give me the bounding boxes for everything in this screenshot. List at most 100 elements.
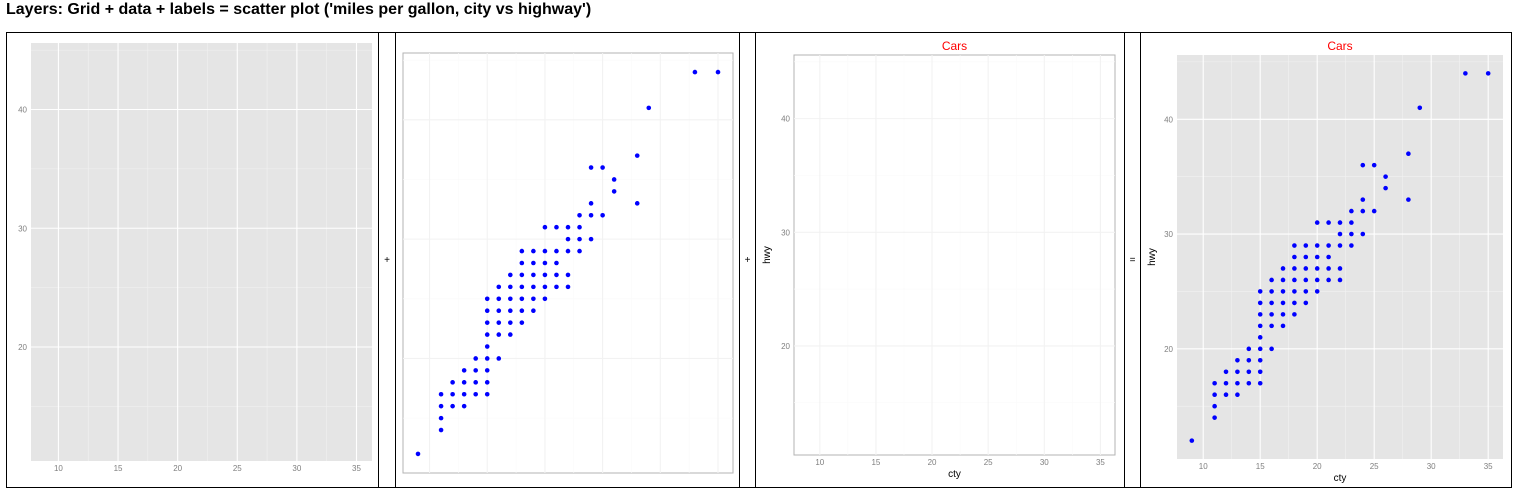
data-point	[508, 320, 513, 325]
data-point	[1360, 231, 1366, 237]
data-point	[1371, 208, 1377, 214]
data-point	[1303, 289, 1309, 294]
y-tick-label: 30	[781, 228, 790, 237]
data-point	[1303, 243, 1309, 248]
data-point	[554, 224, 559, 230]
data-point	[1280, 300, 1286, 306]
data-point	[1303, 266, 1309, 271]
data-point	[554, 260, 559, 266]
data-point	[1349, 243, 1354, 248]
data-point	[1337, 243, 1343, 248]
data-point	[1257, 369, 1263, 375]
operator-symbol: +	[384, 254, 390, 266]
data-point	[1326, 277, 1331, 283]
data-point	[473, 356, 478, 361]
data-point	[1212, 415, 1217, 420]
data-point	[519, 284, 525, 290]
plot-panel	[1177, 55, 1503, 459]
data-point	[496, 284, 502, 290]
data-point	[1406, 151, 1411, 157]
data-point	[1292, 254, 1297, 260]
y-tick-label: 40	[1164, 115, 1173, 124]
data-point	[484, 296, 490, 302]
data-point	[588, 212, 594, 218]
data-point	[1280, 277, 1286, 283]
data-point	[1292, 312, 1297, 317]
data-point	[1257, 346, 1263, 352]
data-point	[1314, 277, 1320, 283]
data-point	[450, 380, 455, 385]
data-point	[531, 260, 536, 266]
data-point	[508, 272, 513, 278]
x-tick-label: 10	[815, 458, 824, 467]
x-axis-label: cty	[1334, 473, 1347, 484]
data-point	[1485, 71, 1491, 76]
x-tick-label: 25	[984, 458, 993, 467]
data-point	[1246, 357, 1252, 363]
data-point	[1314, 243, 1320, 248]
data-point	[1314, 266, 1320, 271]
data-point	[519, 308, 525, 314]
data-point	[692, 69, 698, 75]
data-point	[588, 236, 594, 242]
plot-panel	[402, 52, 734, 474]
x-tick-label: 30	[1427, 462, 1436, 471]
data-point	[1326, 254, 1331, 260]
data-point	[1326, 266, 1331, 271]
data-point	[531, 284, 536, 290]
x-tick-label: 10	[54, 464, 63, 473]
data-point	[1303, 254, 1309, 260]
data-point	[1383, 185, 1388, 191]
y-tick-label: 40	[18, 106, 27, 115]
data-point	[565, 248, 571, 254]
data-point	[1314, 254, 1320, 260]
data-point	[577, 236, 582, 242]
x-tick-label: 15	[871, 458, 880, 467]
data-point	[542, 284, 548, 290]
data-layer-chart	[402, 52, 734, 474]
data-point	[1326, 220, 1331, 225]
data-point	[461, 391, 467, 397]
data-point	[565, 224, 571, 230]
data-point	[508, 284, 513, 290]
data-point	[542, 248, 548, 254]
data-point	[1337, 277, 1343, 283]
equals-operator: =	[1125, 33, 1141, 487]
y-tick-label: 30	[18, 224, 27, 233]
data-point	[473, 368, 478, 373]
data-point	[1269, 300, 1274, 306]
data-point	[1257, 289, 1263, 294]
data-point	[588, 201, 594, 206]
data-point	[600, 165, 605, 170]
data-point	[531, 308, 536, 314]
data-point	[542, 272, 548, 278]
x-axis-label: cty	[948, 469, 961, 480]
data-point	[634, 153, 640, 158]
plus-operator: +	[740, 33, 756, 487]
plus-operator: +	[379, 33, 396, 487]
y-tick-label: 20	[781, 342, 790, 351]
data-point	[1269, 346, 1274, 352]
x-tick-label: 30	[292, 464, 301, 473]
data-point	[519, 272, 525, 278]
x-tick-label: 10	[1199, 462, 1208, 471]
data-point	[565, 236, 571, 242]
data-point	[450, 391, 455, 397]
data-point	[1417, 105, 1423, 111]
data-point	[1257, 335, 1263, 340]
data-point	[1235, 369, 1240, 375]
data-point	[1360, 197, 1366, 202]
data-point	[496, 356, 502, 361]
data-point	[1246, 369, 1252, 375]
data-point	[496, 296, 502, 302]
y-tick-label: 20	[1164, 345, 1173, 354]
x-tick-label: 15	[114, 464, 123, 473]
x-tick-label: 35	[352, 464, 361, 473]
data-point	[1349, 208, 1354, 214]
data-point	[588, 165, 594, 170]
data-point	[554, 248, 559, 254]
layers-row: 10 15 20 25 30 35 20 30 40 + + 10 15 20 25 30 35 20 30 4…	[6, 32, 1512, 488]
data-point	[484, 308, 490, 314]
data-point	[1269, 277, 1274, 283]
data-point	[1360, 208, 1366, 214]
